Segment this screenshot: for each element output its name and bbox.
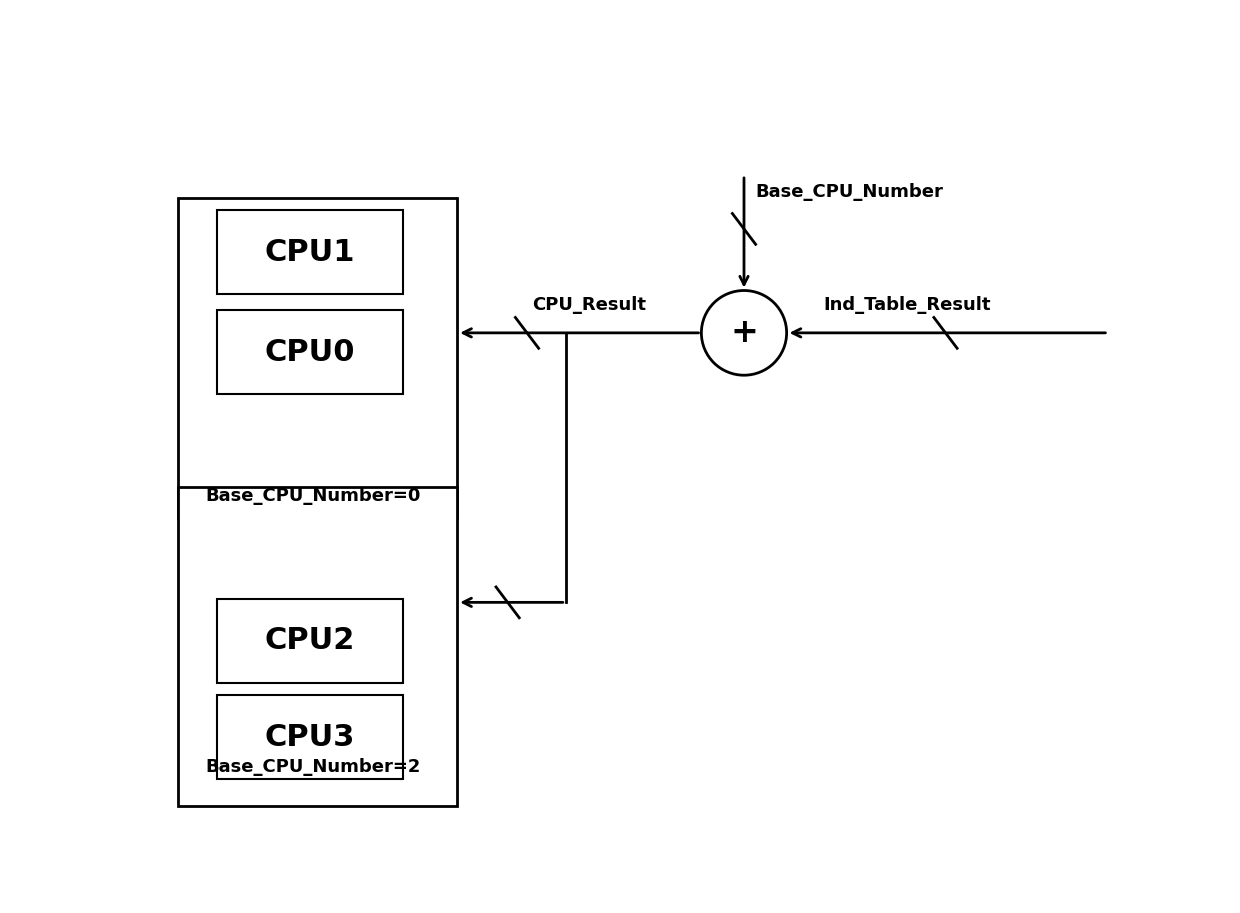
Text: CPU3: CPU3 (265, 722, 355, 751)
Text: Ind_Table_Result: Ind_Table_Result (823, 296, 991, 313)
Text: Base_CPU_Number=0: Base_CPU_Number=0 (206, 487, 420, 505)
Text: CPU0: CPU0 (265, 338, 355, 367)
Text: CPU2: CPU2 (265, 626, 355, 656)
Bar (179, 487, 458, 806)
Circle shape (702, 290, 786, 375)
Text: Base_CPU_Number: Base_CPU_Number (755, 183, 944, 201)
Bar (217, 210, 403, 294)
Text: Base_CPU_Number=2: Base_CPU_Number=2 (206, 758, 420, 776)
Text: +: + (730, 317, 758, 350)
Text: CPU_Result: CPU_Result (532, 296, 646, 313)
Text: CPU1: CPU1 (265, 237, 355, 267)
Bar (217, 310, 403, 394)
Bar (217, 695, 403, 780)
Bar (179, 198, 458, 518)
Bar (217, 599, 403, 683)
